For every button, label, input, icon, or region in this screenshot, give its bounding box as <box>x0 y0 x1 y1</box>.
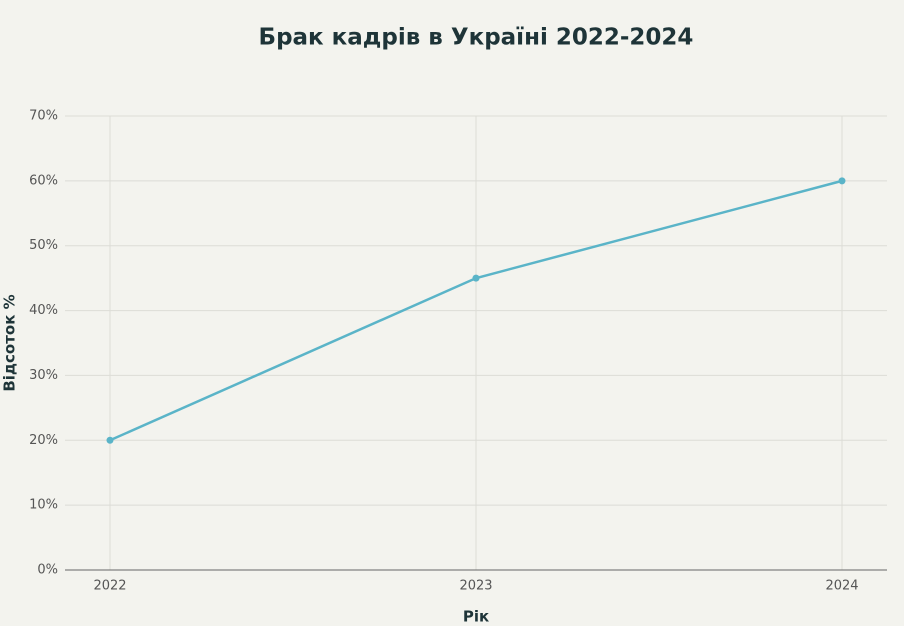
y-tick-label: 10% <box>29 498 58 513</box>
y-tick-label: 30% <box>29 368 58 383</box>
y-tick-label: 60% <box>29 173 58 188</box>
y-tick-label: 50% <box>29 238 58 253</box>
y-axis-label: Відсоток % <box>1 294 19 391</box>
point <box>838 177 846 185</box>
x-axis-label: Рік <box>463 608 489 626</box>
x-tick-label: 2023 <box>459 579 492 594</box>
x-tick-label: 2022 <box>93 579 126 594</box>
y-tick-label: 0% <box>37 563 58 578</box>
y-tick-label: 20% <box>29 433 58 448</box>
point <box>472 274 480 282</box>
x-tick-label: 2024 <box>825 579 858 594</box>
point <box>106 436 114 444</box>
y-tick-label: 70% <box>29 109 58 124</box>
y-tick-label: 40% <box>29 303 58 318</box>
chart-title: Брак кадрів в Україні 2022-2024 <box>259 25 694 51</box>
